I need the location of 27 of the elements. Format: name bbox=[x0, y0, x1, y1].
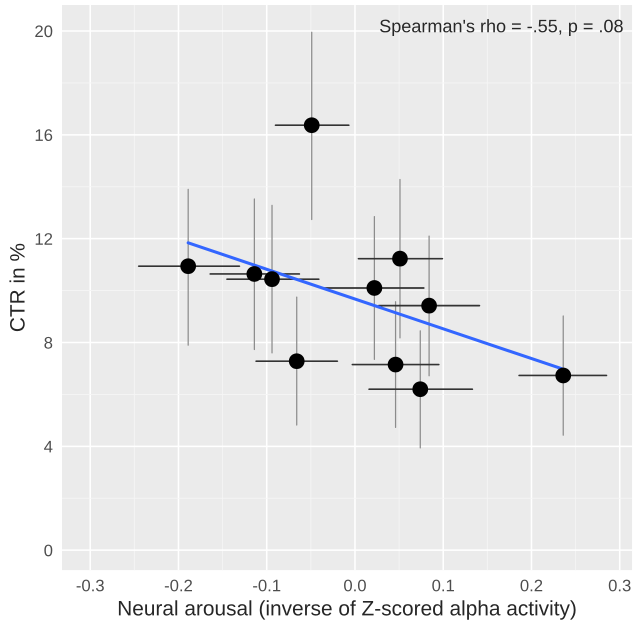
point bbox=[392, 250, 408, 267]
point bbox=[246, 266, 262, 282]
point bbox=[421, 298, 437, 314]
x-axis-title: Neural arousal (inverse of Z-scored alpha activity) bbox=[118, 600, 576, 620]
y-tick-label: 8 bbox=[44, 336, 52, 349]
point bbox=[388, 356, 404, 372]
x-tick-label: 0.0 bbox=[344, 580, 366, 592]
x-tick-label: 0.2 bbox=[520, 580, 542, 592]
x-tick-label: -0.3 bbox=[76, 580, 104, 592]
x-tick-label: -0.1 bbox=[253, 580, 280, 592]
point bbox=[555, 368, 572, 384]
point bbox=[412, 381, 428, 398]
y-axis-title: CTR in % bbox=[9, 244, 25, 332]
annotation: Spearman's rho = -.55, p = .08 bbox=[380, 19, 623, 36]
point bbox=[304, 117, 320, 134]
y-tick-label: 16 bbox=[36, 129, 52, 142]
y-tick-label: 0 bbox=[44, 544, 52, 556]
point bbox=[264, 271, 280, 288]
x-tick-label: -0.2 bbox=[164, 580, 192, 592]
y-tick-label: 12 bbox=[36, 233, 52, 245]
point bbox=[180, 258, 196, 274]
point bbox=[288, 353, 305, 370]
y-tick-label: 4 bbox=[44, 440, 52, 452]
x-tick-label: 0.3 bbox=[608, 580, 631, 592]
point bbox=[366, 280, 382, 296]
y-tick-label: 20 bbox=[35, 25, 52, 38]
x-tick-label: 0.1 bbox=[432, 580, 454, 592]
